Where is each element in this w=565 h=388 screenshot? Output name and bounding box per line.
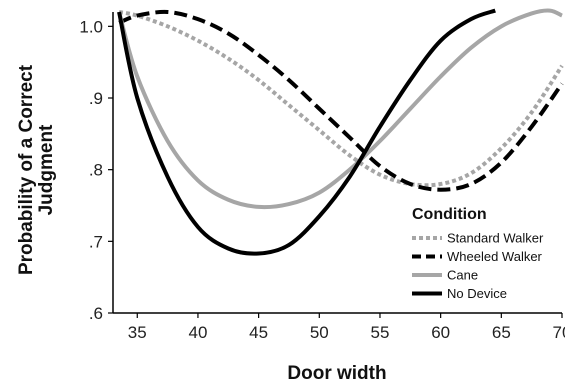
legend-label-no-device: No Device <box>447 286 507 301</box>
x-tick-label: 65 <box>492 323 511 342</box>
x-axis-title: Door width <box>287 363 386 384</box>
x-tick-label: 35 <box>128 323 147 342</box>
y-tick-label: 1.0 <box>79 17 103 36</box>
legend-label-standard-walker: Standard Walker <box>447 231 544 246</box>
axes <box>112 12 562 314</box>
y-tick-label: .6 <box>89 304 103 323</box>
x-tick-label: 60 <box>431 323 450 342</box>
y-ticks: .6 .7 .8 .9 1.0 <box>79 17 113 323</box>
legend: Condition Standard Walker Wheeled Walker C… <box>412 206 544 301</box>
y-axis-title-line1: Probability of a Correct <box>16 64 37 275</box>
y-tick-label: .7 <box>89 232 103 251</box>
series-line-cane <box>117 8 563 210</box>
legend-title: Condition <box>412 206 487 223</box>
x-tick-label: 55 <box>371 323 390 342</box>
x-tick-label: 50 <box>310 323 329 342</box>
plot-area <box>117 8 564 256</box>
x-tick-label: 70 <box>553 323 565 342</box>
series-line-wheeled-walker <box>118 9 564 192</box>
y-axis-title-line2: Judgment <box>36 124 57 215</box>
legend-label-wheeled-walker: Wheeled Walker <box>447 249 543 264</box>
x-ticks: 35 40 45 50 55 60 65 70 <box>128 313 565 342</box>
legend-items: Standard Walker Wheeled Walker Cane No Devi… <box>412 231 544 301</box>
y-axis-title: Probability of a Correct Judgment <box>16 64 57 275</box>
y-tick-label: .8 <box>89 161 103 180</box>
x-tick-label: 45 <box>249 323 268 342</box>
series-line-standard-walker <box>118 10 564 188</box>
y-tick-label: .9 <box>89 89 103 108</box>
x-tick-label: 40 <box>188 323 207 342</box>
series-line-no-device <box>117 8 496 256</box>
legend-label-cane: Cane <box>447 268 478 283</box>
